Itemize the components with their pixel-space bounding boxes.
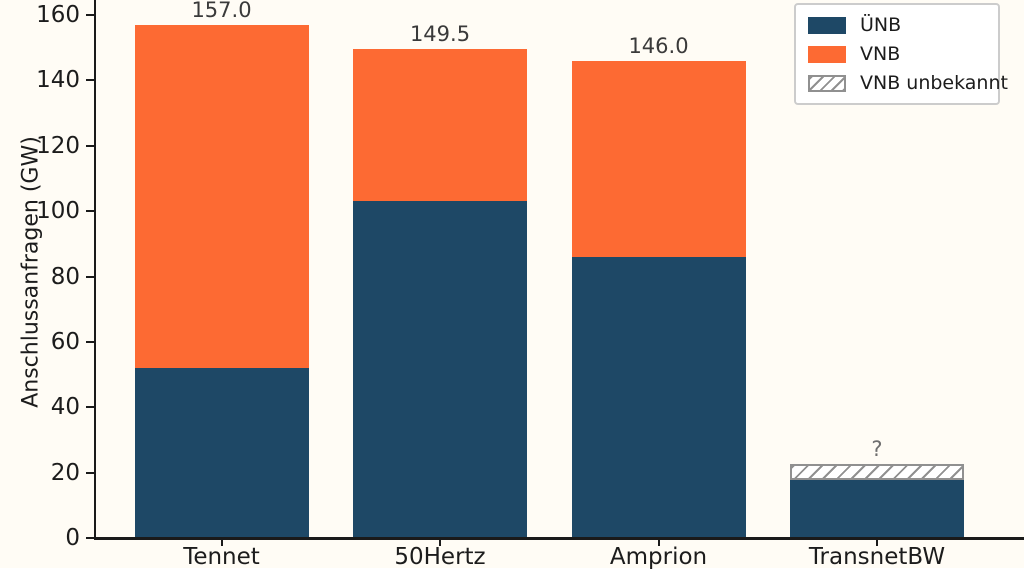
unb-color-swatch-icon xyxy=(808,16,846,34)
legend-label-vnb: VNB xyxy=(860,43,901,65)
y-tick-label: 20 xyxy=(50,459,80,486)
bar-segment xyxy=(134,24,309,369)
y-tick-label: 140 xyxy=(36,67,80,94)
legend-label-unb: ÜNB xyxy=(860,14,902,36)
bar-segment xyxy=(353,201,527,538)
legend-label-vnb-unbekannt: VNB unbekannt xyxy=(860,72,1008,94)
y-tick-mark xyxy=(86,275,94,278)
y-tick-label: 160 xyxy=(36,2,80,28)
bar-value-label: 157.0 xyxy=(191,0,252,22)
legend-item-vnb: VNB xyxy=(808,43,986,65)
y-tick-mark xyxy=(86,471,94,474)
bar-segment xyxy=(790,464,964,481)
x-axis-spine xyxy=(94,537,1024,540)
bar-segment xyxy=(790,480,964,538)
y-tick-label: 0 xyxy=(65,525,80,551)
y-tick-label: 80 xyxy=(50,263,80,290)
bar-segment xyxy=(571,256,746,538)
bar-value-label: 149.5 xyxy=(409,22,471,47)
bar-segment xyxy=(353,49,527,202)
legend-item-vnb-unbekannt: VNB unbekannt xyxy=(808,72,1008,94)
x-tick-mark xyxy=(876,540,878,546)
x-tick-mark xyxy=(439,540,441,546)
x-tick-mark xyxy=(657,540,660,546)
x-tick-label: Tennet xyxy=(183,544,260,570)
y-axis-spine xyxy=(94,0,96,539)
y-tick-mark xyxy=(86,340,94,343)
y-tick-mark xyxy=(86,406,94,409)
x-tick-mark xyxy=(220,540,223,546)
y-tick-label: 60 xyxy=(50,328,80,355)
x-tick-label: TransnetBW xyxy=(808,544,946,570)
y-tick-mark xyxy=(86,210,94,213)
bar-segment xyxy=(134,368,309,538)
legend: ÜNB VNB VNB unbekannt xyxy=(794,3,1008,105)
x-tick-label: 50Hertz xyxy=(394,544,486,570)
legend-item-unb: ÜNB xyxy=(808,14,986,36)
y-tick-mark xyxy=(86,144,94,147)
y-tick-mark xyxy=(86,79,94,82)
y-tick-label: 120 xyxy=(36,132,80,159)
vnb-color-swatch-icon xyxy=(808,45,846,63)
y-tick-label: 40 xyxy=(50,394,80,421)
vnb-unbekannt-hatch-swatch-icon xyxy=(808,74,846,92)
x-tick-label: Amprion xyxy=(609,544,708,570)
bar-value-label: 146.0 xyxy=(628,33,689,58)
y-tick-label: 100 xyxy=(36,198,80,225)
y-tick-mark xyxy=(86,14,94,16)
bar-value-label: ? xyxy=(871,437,883,462)
y-tick-mark xyxy=(86,537,94,539)
bar-segment xyxy=(571,60,746,257)
